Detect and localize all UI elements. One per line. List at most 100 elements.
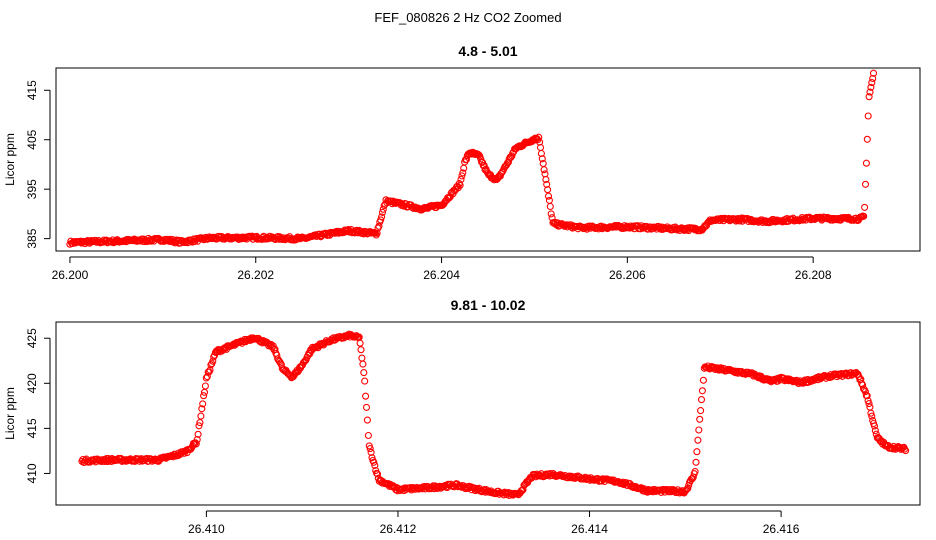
data-point xyxy=(362,392,370,400)
data-point xyxy=(544,192,553,200)
data-point xyxy=(459,169,467,177)
x-tick-label: 26.200 xyxy=(52,268,89,282)
data-point xyxy=(546,202,554,211)
data-point xyxy=(867,409,875,417)
data-point xyxy=(195,422,203,430)
data-point xyxy=(445,194,453,202)
data-point xyxy=(266,342,274,350)
data-point xyxy=(192,440,200,448)
data-point xyxy=(871,427,879,435)
data-point xyxy=(692,458,700,466)
data-point xyxy=(868,79,876,87)
data-point xyxy=(869,69,878,77)
panel-2: 9.81 - 10.02 26.410 26.412 26.414 26.416 410 4… xyxy=(3,297,921,536)
data-point xyxy=(371,461,379,469)
data-point xyxy=(359,360,367,368)
data-point xyxy=(866,403,874,411)
data-point xyxy=(683,485,691,493)
data-point xyxy=(362,403,371,411)
data-point xyxy=(458,172,466,180)
y-tick-label: 385 xyxy=(25,228,39,248)
data-point xyxy=(864,397,872,405)
data-point xyxy=(547,210,555,218)
data-point xyxy=(360,369,368,377)
data-point xyxy=(541,170,549,178)
data-point xyxy=(207,361,215,369)
data-point xyxy=(540,166,548,174)
plot-frame xyxy=(55,321,921,506)
data-point xyxy=(537,149,545,158)
data-point xyxy=(456,482,464,490)
data-point xyxy=(695,426,703,434)
data-point xyxy=(378,213,386,221)
data-point xyxy=(377,216,385,224)
data-point xyxy=(861,203,869,211)
data-point xyxy=(378,208,387,216)
y-tick-label: 415 xyxy=(25,418,39,438)
data-point xyxy=(370,458,378,466)
data-point xyxy=(373,470,382,478)
x-tick-label: 26.208 xyxy=(795,268,832,282)
data-point xyxy=(697,407,705,415)
data-point xyxy=(267,340,275,349)
data-point xyxy=(865,400,873,408)
data-point xyxy=(198,405,206,413)
data-point xyxy=(200,392,208,400)
panel-title: 4.8 - 5.01 xyxy=(458,43,517,59)
data-point xyxy=(862,159,870,167)
y-axis-label: Licor ppm xyxy=(3,387,17,440)
data-point xyxy=(861,388,869,396)
data-point xyxy=(693,448,701,456)
data-point xyxy=(351,333,359,341)
x-tick-label: 26.204 xyxy=(423,268,460,282)
data-point xyxy=(201,382,209,390)
data-point xyxy=(357,346,365,354)
data-point xyxy=(861,180,870,188)
data-point xyxy=(865,93,873,101)
data-point xyxy=(869,74,877,83)
data-point xyxy=(193,436,201,444)
data-point xyxy=(694,436,702,444)
y-tick-label: 410 xyxy=(25,463,39,483)
y-tick-label: 420 xyxy=(25,373,39,393)
panel-1: 4.8 - 5.01 26.200 26.202 26.204 26.206 26.208… xyxy=(3,43,921,282)
data-point xyxy=(867,83,875,91)
data-point xyxy=(364,431,372,440)
data-point xyxy=(697,396,706,404)
data-point xyxy=(860,212,868,220)
x-tick-label: 26.412 xyxy=(380,522,417,536)
x-tick-label: 26.410 xyxy=(188,522,225,536)
data-point xyxy=(197,412,205,420)
data-point xyxy=(206,366,214,374)
data-point xyxy=(457,175,465,184)
x-tick-label: 26.414 xyxy=(571,522,608,536)
data-point xyxy=(480,161,488,170)
data-point xyxy=(691,468,699,476)
data-point xyxy=(868,412,876,420)
data-point xyxy=(356,339,364,347)
data-point xyxy=(203,373,211,381)
y-tick-label: 405 xyxy=(25,129,39,149)
y-axis-label: Licor ppm xyxy=(3,133,17,186)
data-point xyxy=(194,430,202,438)
y-tick-label: 415 xyxy=(25,80,39,100)
data-point xyxy=(269,342,277,350)
data-point xyxy=(698,387,706,395)
data-point xyxy=(870,422,879,430)
data-point xyxy=(373,229,381,237)
data-point xyxy=(684,484,692,492)
x-tick-label: 26.206 xyxy=(609,268,646,282)
data-point xyxy=(363,416,371,424)
data-point xyxy=(543,180,551,188)
data-point xyxy=(199,400,207,408)
data-point xyxy=(544,186,552,194)
data-point xyxy=(699,376,707,384)
data-point xyxy=(696,415,704,423)
panel-title: 9.81 - 10.02 xyxy=(451,297,526,313)
data-point xyxy=(507,153,515,161)
data-point xyxy=(361,377,369,385)
x-tick-label: 26.416 xyxy=(763,522,800,536)
data-point xyxy=(902,447,910,455)
